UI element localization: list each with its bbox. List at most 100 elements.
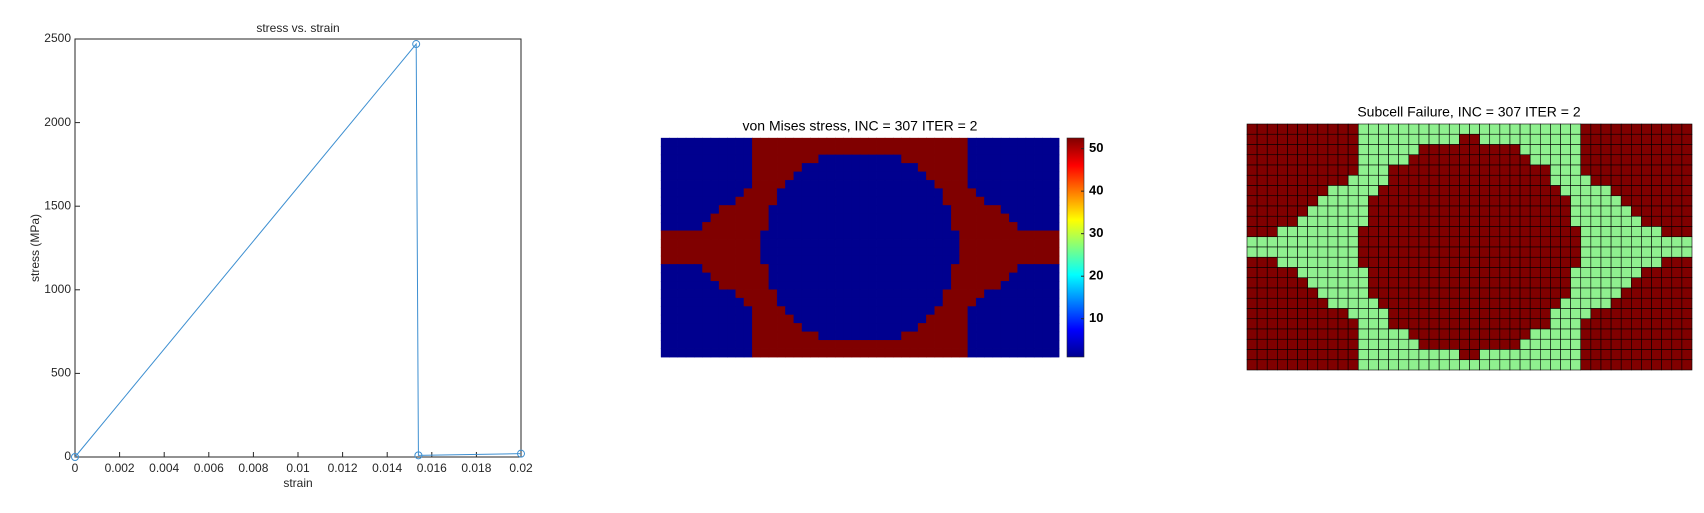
cell: [1317, 226, 1329, 238]
cell: [718, 340, 728, 350]
cell: [959, 171, 969, 181]
cell: [1671, 174, 1683, 186]
cell: [1590, 144, 1602, 156]
cell: [801, 213, 811, 223]
cell: [1631, 144, 1642, 156]
cell: [793, 272, 803, 282]
cell: [669, 222, 679, 232]
cell: [1620, 164, 1632, 176]
cell: [884, 272, 894, 282]
cell: [677, 146, 687, 156]
cell: [1529, 195, 1541, 207]
cell: [975, 297, 985, 307]
cell: [1479, 195, 1491, 207]
cell: [1266, 328, 1278, 340]
cell: [1033, 314, 1043, 324]
cell: [1661, 133, 1673, 145]
cell: [1620, 246, 1632, 258]
cell: [893, 238, 902, 248]
cell: [1025, 323, 1035, 333]
cell: [951, 264, 960, 274]
cell: [1489, 164, 1501, 176]
cell: [984, 238, 994, 248]
cell: [1448, 195, 1460, 207]
cell: [768, 196, 778, 206]
cell: [1479, 236, 1491, 248]
cell: [1489, 349, 1501, 361]
cell: [1509, 349, 1521, 361]
cell: [859, 323, 869, 333]
cell: [1539, 236, 1551, 248]
cell: [1368, 174, 1379, 186]
cell: [834, 331, 844, 341]
cell: [1519, 318, 1531, 330]
cell: [876, 205, 886, 215]
cell: [1388, 144, 1400, 156]
cell: [685, 196, 695, 206]
cell: [917, 230, 927, 240]
cell: [768, 289, 778, 299]
cell: [934, 171, 944, 181]
cell: [1266, 297, 1278, 309]
cell: [1000, 323, 1010, 333]
cell: [702, 340, 712, 350]
cell: [1489, 308, 1501, 320]
cell: [702, 314, 712, 324]
cell: [934, 264, 944, 274]
cell: [1347, 277, 1359, 289]
cell: [818, 255, 828, 265]
cell: [1297, 133, 1308, 145]
cell: [677, 163, 687, 173]
cell: [818, 222, 828, 232]
cell: [1519, 277, 1531, 289]
cell: [901, 222, 911, 232]
cell: [1042, 146, 1052, 156]
cell: [876, 331, 886, 341]
cell: [1459, 133, 1470, 145]
cell: [743, 196, 753, 206]
cell: [893, 297, 902, 307]
cell: [1256, 236, 1268, 248]
cell: [1489, 185, 1501, 197]
cell: [859, 289, 869, 299]
cell: [1297, 164, 1308, 176]
cell: [1017, 188, 1027, 198]
cell: [1499, 349, 1511, 361]
cell: [1025, 179, 1035, 189]
cell: [917, 196, 927, 206]
cell: [1378, 287, 1389, 299]
cell: [760, 154, 770, 164]
cell: [992, 205, 1002, 215]
cell: [1509, 236, 1521, 248]
cell: [743, 179, 753, 189]
cell: [760, 137, 770, 147]
cell: [776, 289, 786, 299]
cell: [909, 196, 919, 206]
cell: [851, 222, 861, 232]
cell: [735, 163, 745, 173]
cell: [1681, 195, 1693, 207]
cell: [901, 306, 911, 316]
cell: [1347, 267, 1359, 279]
cell: [1297, 277, 1308, 289]
cell: [1438, 349, 1450, 361]
cell: [793, 179, 803, 189]
cell: [1050, 230, 1060, 240]
cell: [1327, 328, 1339, 340]
cell: [917, 213, 927, 223]
cell: [793, 306, 803, 316]
cell: [801, 230, 811, 240]
cell: [1033, 146, 1043, 156]
cell: [975, 289, 985, 299]
cell: [1661, 144, 1673, 156]
cell: [1418, 185, 1430, 197]
cell: [776, 205, 786, 215]
cell: [1459, 174, 1470, 186]
cell: [1357, 236, 1369, 248]
cell: [1287, 133, 1298, 145]
cell: [1009, 146, 1018, 156]
cell: [834, 297, 844, 307]
cell: [843, 154, 853, 164]
cell: [1550, 133, 1561, 145]
cell: [1600, 246, 1612, 258]
